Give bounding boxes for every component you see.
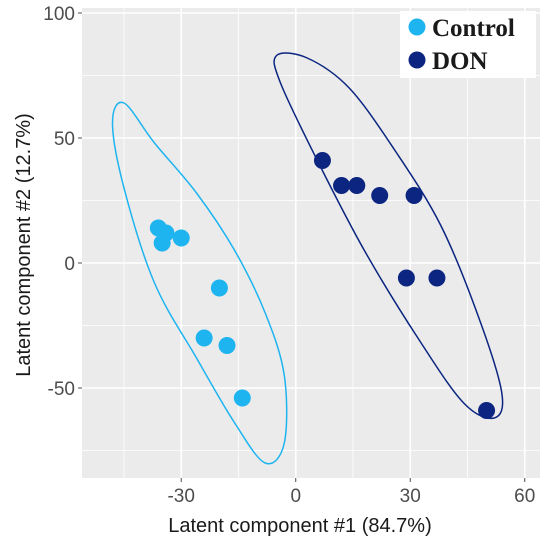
point-control [153,234,171,252]
point-control [210,279,228,297]
ellipse-don [273,52,504,420]
legend: Control DON [400,11,536,78]
point-don [313,152,331,169]
y-tick-label: 50 [54,129,75,150]
x-tick-label: 60 [514,486,535,507]
x-tick-label: 0 [290,486,301,507]
data-points [149,152,496,419]
y-tick-label: 0 [64,254,75,275]
x-tick-label: 30 [400,486,421,507]
legend-don-label: DON [432,48,488,75]
point-don [348,177,366,194]
x-axis-title: Latent component #1 (84.7%) [168,515,432,537]
point-control [218,337,236,354]
y-axis-title: Latent component #2 (12.7%) [13,113,35,377]
y-tick-label: 100 [43,4,75,25]
point-don [405,187,423,204]
point-don [371,187,389,204]
y-tick-label: -50 [48,379,75,400]
legend-control-marker [408,18,426,36]
confidence-ellipses [111,52,504,465]
legend-don-marker [408,51,426,69]
x-axis-ticks: -30 0 30 60 [167,478,535,507]
point-control [233,389,251,407]
ellipse-control [111,101,288,465]
point-don [478,402,496,419]
x-tick-label: -30 [167,486,194,507]
y-axis-ticks: 100 50 0 -50 [43,4,82,400]
point-control [172,229,190,247]
point-don [333,177,351,194]
plot-panel [82,8,540,478]
point-don [397,269,415,287]
legend-control-label: Control [432,15,515,42]
point-control [195,329,213,347]
point-don [428,269,446,287]
